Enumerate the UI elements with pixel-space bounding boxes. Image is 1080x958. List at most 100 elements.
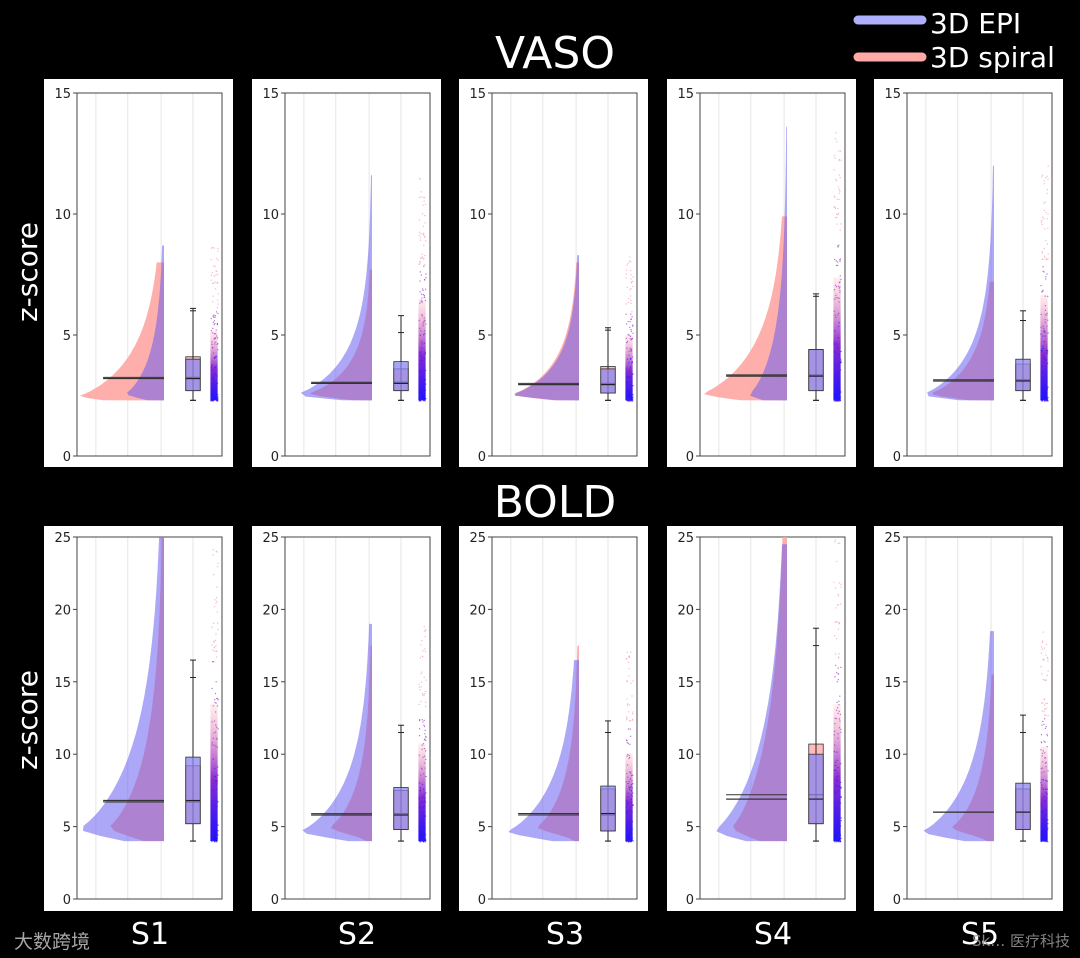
rain-dot (835, 821, 837, 823)
subject-label-s5: S5 (961, 917, 999, 952)
rain-dot (835, 769, 837, 771)
rain-dot (423, 676, 425, 678)
rain-dot (420, 372, 423, 374)
rain-dot (217, 801, 219, 803)
rain-dot (834, 800, 836, 802)
rain-dot (632, 276, 634, 278)
rain-dot (1044, 835, 1046, 837)
rain-dot (1041, 176, 1043, 178)
rain-dot (837, 399, 839, 401)
rain-dot (834, 400, 836, 402)
plot-frame (284, 92, 431, 457)
rain-dot (626, 323, 628, 325)
rain-dot (213, 324, 215, 326)
rain-dot (217, 699, 219, 701)
rain-dot (629, 377, 632, 379)
rain-dot (1046, 780, 1048, 782)
rain-dot (1041, 400, 1044, 402)
rain-dot (1045, 809, 1047, 811)
rain-dot (838, 150, 840, 152)
rain-dot (211, 626, 213, 628)
rain-dot (217, 399, 219, 401)
rain-dot (838, 377, 840, 379)
rain-dot (630, 384, 632, 386)
rain-dot (1043, 809, 1045, 811)
rain-dot (212, 830, 214, 832)
rain-dot (217, 394, 219, 396)
violin-spiral (80, 262, 164, 401)
rain-dot (423, 244, 425, 246)
rain-dot (423, 826, 426, 828)
rain-dot (215, 288, 217, 290)
rain-dot (217, 273, 219, 276)
rain-dot (210, 366, 212, 369)
rain-dot (1045, 259, 1047, 261)
rain-dot (836, 776, 838, 778)
rain-dot (631, 787, 633, 789)
rain-dot (424, 767, 426, 769)
rain-dot (422, 694, 424, 696)
rain-dot (1040, 825, 1042, 827)
box-epi-iqr (808, 753, 824, 825)
rain-dot (425, 735, 427, 737)
rain-dot (1045, 779, 1047, 782)
ytick-label-10: 10 (884, 208, 901, 223)
rain-dot (1044, 714, 1046, 716)
rain-dot (212, 376, 214, 378)
rain-dot (839, 396, 841, 398)
rain-dot (418, 826, 420, 828)
rain-dot (835, 621, 837, 623)
rain-dot (216, 834, 218, 836)
rain-dot (840, 391, 842, 393)
rain-dot (424, 222, 426, 224)
rain-dot (210, 279, 212, 281)
rain-dot (838, 159, 840, 162)
rain-dot (839, 826, 841, 828)
rain-dot (420, 300, 422, 302)
rain-dot (628, 260, 631, 262)
rain-dot (1044, 708, 1046, 711)
violin-spiral (704, 216, 787, 401)
rain-dot (418, 683, 420, 685)
panel-background (459, 79, 648, 467)
rain-dot (421, 369, 423, 371)
rain-dot (420, 767, 423, 769)
rain-dot (213, 573, 215, 576)
rain-dot (214, 647, 216, 649)
ytick-label-10: 10 (677, 208, 694, 223)
rain-dot (211, 833, 213, 835)
rain-dot (424, 351, 426, 353)
rain-dot (833, 343, 835, 345)
rain-dot (1043, 835, 1045, 837)
rain-dot (215, 274, 217, 276)
rain-dot (420, 801, 422, 803)
rain-dot (419, 291, 421, 293)
rain-dot (840, 362, 842, 364)
rain-dot (423, 399, 425, 401)
ytick-label-25: 25 (469, 531, 486, 546)
rain-dot (1042, 355, 1044, 357)
rain-dot (211, 804, 213, 806)
ytick-label-10: 10 (262, 208, 279, 223)
rain-dot (1044, 309, 1047, 311)
rain-dot (838, 297, 840, 299)
rain-dot (425, 705, 427, 707)
violin-epi (83, 537, 164, 842)
rain-dot (421, 819, 423, 821)
rain-dot (838, 595, 840, 597)
rain-dot (1043, 837, 1045, 839)
ytick-label-10: 10 (469, 208, 486, 223)
rain-dot (1041, 755, 1043, 757)
rain-dot (418, 197, 420, 199)
rain-dot (211, 744, 213, 746)
rain-dot (1046, 372, 1048, 374)
rain-dot (418, 754, 420, 756)
rain-dot (1046, 312, 1048, 314)
rain-dot (422, 225, 424, 227)
rain-dot (626, 342, 628, 344)
rain-dot (632, 719, 634, 721)
rain-dot (627, 742, 629, 745)
rain-dot (839, 822, 841, 824)
rain-dot (1040, 782, 1042, 784)
rain-dot (216, 839, 218, 842)
